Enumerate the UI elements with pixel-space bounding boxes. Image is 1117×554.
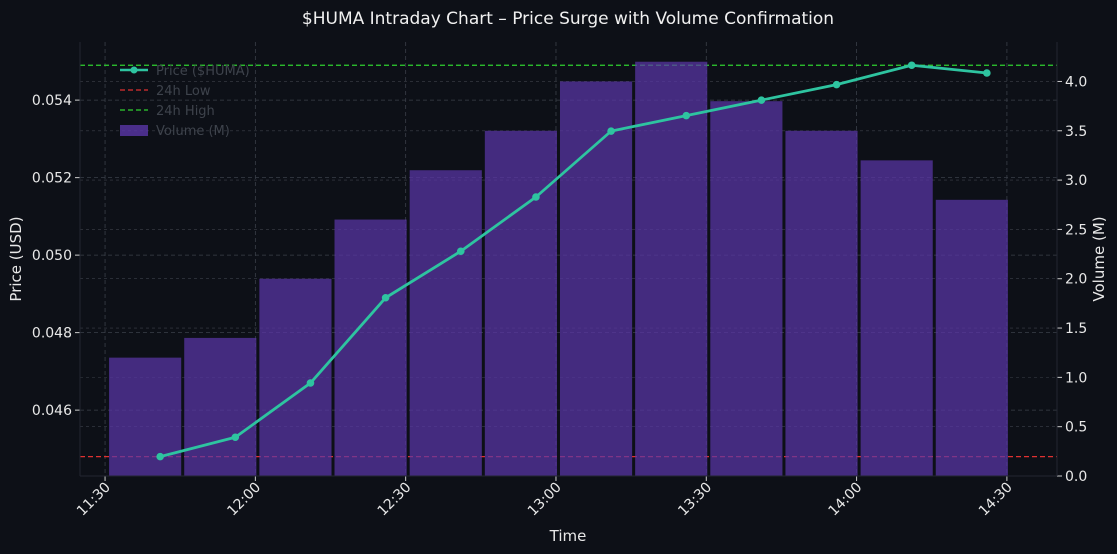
volume-bar [484,130,557,477]
y-right-tick-label: 3.5 [1065,124,1087,140]
price-point [757,96,766,104]
price-point [381,293,390,302]
volume-bar [259,278,332,476]
price-point [231,433,240,442]
legend-label: 24h Low [156,84,211,99]
volume-bar [785,130,858,477]
y-right-tick-label: 2.0 [1065,272,1087,288]
volume-bar [559,81,633,477]
volume-bar [334,219,407,476]
y-axis-left-label: Price (USD) [7,216,25,301]
y-right-tick-label: 2.5 [1065,222,1087,238]
y-left-tick-label: 0.054 [32,93,72,109]
legend-label: 24h High [156,104,215,119]
volume-bar [184,337,257,476]
legend: Price ($HUMA) 24h Low 24h High Volume (M) [120,64,250,139]
y-right-tick-label: 0.0 [1065,469,1087,485]
y-right-tick-label: 4.0 [1065,74,1087,90]
volume-bar [710,101,783,476]
price-point [156,452,164,461]
volume-bar [860,160,933,476]
volume-bar [409,170,482,476]
price-point [456,247,465,256]
legend-swatch-bar [120,125,148,136]
y-right-tick-label: 0.5 [1065,420,1087,436]
legend-label: Volume (M) [156,124,230,139]
price-point [983,69,991,77]
y-left-tick-label: 0.048 [32,326,72,342]
chart-title: $HUMA Intraday Chart – Price Surge with … [302,9,834,29]
y-right-tick-label: 1.0 [1065,370,1087,386]
price-point [607,127,615,135]
y-right-tick-label: 3.0 [1065,173,1087,189]
price-point [832,80,841,89]
legend-swatch-price-marker [130,66,138,74]
y-axis-right-label: Volume (M) [1090,216,1108,301]
volume-bars [109,61,1008,477]
price-line-group [156,61,991,461]
volume-bar [635,61,708,477]
y-right-tick-label: 1.5 [1065,321,1087,337]
x-axis-label: Time [549,527,587,545]
volume-bar [935,199,1008,476]
price-point [306,379,315,387]
price-point [682,111,691,120]
legend-label: Price ($HUMA) [156,64,250,79]
volume-bar [109,357,182,476]
price-line [159,63,987,458]
price-point [907,61,916,70]
y-left-tick-label: 0.052 [32,171,72,187]
y-left-tick-label: 0.050 [32,248,72,264]
y-left-tick-label: 0.046 [32,403,72,419]
price-point [532,193,540,201]
